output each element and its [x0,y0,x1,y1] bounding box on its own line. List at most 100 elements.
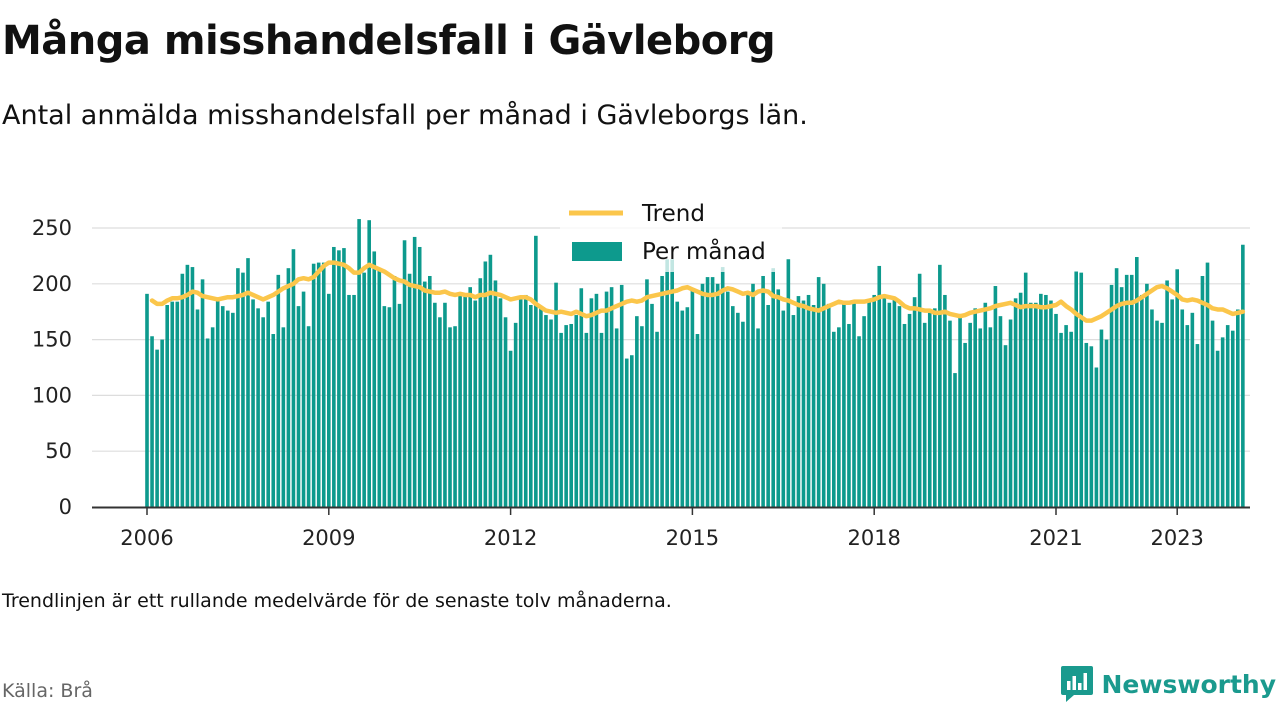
bar [256,308,260,507]
y-tick-label: 150 [32,328,72,352]
bar [741,321,745,507]
bar [367,220,371,507]
bar [478,278,483,507]
bar [832,331,836,507]
bar [165,305,169,507]
bar [963,342,967,507]
bar [210,327,215,507]
x-tick-label: 2015 [666,526,719,550]
bar [175,301,180,507]
bar [564,325,568,507]
bar [503,317,508,507]
bar [675,301,680,507]
bar [609,287,614,507]
x-tick-label: 2006 [120,526,173,550]
bar [645,279,649,507]
bar [599,332,604,507]
bar [862,316,866,507]
bar [690,288,695,507]
x-tick-label: 2012 [484,526,537,550]
bar [382,306,387,507]
bar [624,358,629,507]
bar [251,299,255,507]
bar [811,305,816,507]
bar [771,268,775,507]
legend-trend-label: Trend [641,201,705,227]
bar [311,263,316,507]
bar [695,334,700,507]
bar [589,298,594,507]
bar [407,273,412,507]
bar [1069,331,1073,507]
bar [786,259,791,507]
bar [1205,262,1210,507]
bar [433,302,437,507]
bar [1089,346,1094,507]
bar [680,310,685,507]
bar [559,332,563,507]
bar [887,302,892,507]
y-tick-label: 0 [59,495,72,519]
bar [523,294,528,507]
bar [847,323,851,507]
bar [1074,271,1078,507]
bar [791,315,796,507]
bar [185,264,190,507]
bar [635,316,639,507]
bar [1170,299,1174,507]
bar [1094,367,1099,507]
bar [816,277,821,507]
bar [736,312,740,507]
bar [872,294,876,507]
y-tick-label: 200 [32,272,72,296]
bar [1185,325,1190,507]
chart-title: Många misshandelsfall i Gävleborg [2,18,776,64]
bar [1039,293,1043,507]
bar [483,261,488,507]
bar [1064,325,1068,507]
bar [852,302,856,507]
bar [801,300,806,507]
y-tick-label: 50 [45,439,72,463]
bar [948,320,952,507]
bar [584,332,589,507]
bar [428,275,432,507]
bar [867,299,871,507]
bar [821,283,826,507]
bar [1236,309,1240,507]
brand-logo[interactable]: Newsworthy [1060,664,1276,704]
bar [448,327,452,507]
bar [160,339,164,507]
bar [1150,309,1154,507]
bar [362,272,366,507]
legend-bar-swatch [572,242,622,261]
bar [796,296,801,507]
bar [150,336,154,507]
bar [1175,269,1179,507]
bar [387,307,392,507]
bar [190,267,195,507]
bar [746,292,750,507]
bar [246,258,250,507]
bar [665,259,669,507]
bar [422,281,427,507]
x-tick-label: 2018 [847,526,900,550]
bar [983,302,988,507]
bar [488,254,493,507]
bar [1084,342,1089,507]
bar [342,248,346,507]
bar [337,250,341,507]
bar [973,308,977,507]
bar [261,317,265,507]
bar [241,272,245,507]
bar [215,299,220,507]
bar [993,286,998,507]
bar [927,312,932,507]
bar [220,306,225,507]
bar [907,313,912,507]
bar [761,275,765,507]
bar [236,268,240,507]
bar [301,291,306,507]
bar [296,306,301,507]
bar [685,307,690,507]
